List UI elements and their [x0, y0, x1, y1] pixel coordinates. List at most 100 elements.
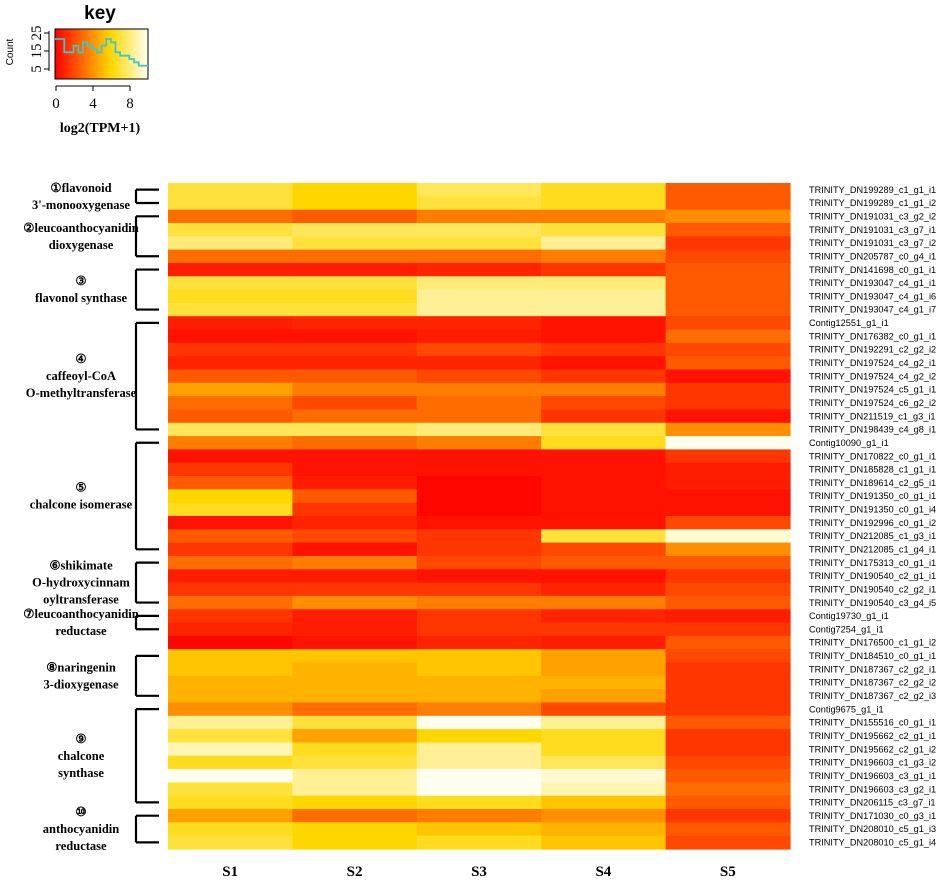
- heatmap-cell: [541, 782, 667, 797]
- heatmap-cell: [168, 436, 293, 450]
- heatmap-cell: [541, 262, 667, 277]
- row-label: TRINITY_DN206115_c3_g7_i1: [809, 798, 935, 808]
- group-label: ①flavonoid: [50, 181, 111, 195]
- heatmap-cell: [541, 209, 667, 224]
- heatmap-cell: [292, 342, 418, 357]
- heatmap-cell: [168, 662, 293, 677]
- group-bracket: [134, 441, 159, 551]
- heatmap-cell: [665, 516, 791, 530]
- heatmap-cell: [292, 742, 418, 757]
- heatmap-cell: [168, 835, 293, 850]
- heatmap-cell: [416, 795, 542, 810]
- group-label: ③: [75, 274, 86, 288]
- heatmap-cell: [541, 356, 667, 371]
- heatmap-cell: [168, 342, 293, 357]
- heatmap-cell: [168, 729, 293, 744]
- heatmap-cell: [168, 582, 293, 597]
- heatmap-cell: [665, 236, 791, 251]
- heatmap-cells: [168, 183, 791, 850]
- row-label: TRINITY_DN187367_c2_g2_i2: [809, 678, 936, 688]
- heatmap-cell: [416, 622, 542, 637]
- heatmap-cell: [541, 809, 667, 823]
- key-gradient-step: [113, 29, 116, 79]
- heatmap-cell: [665, 249, 791, 264]
- heatmap-cell: [292, 662, 418, 677]
- heatmap-cell: [541, 329, 667, 344]
- heatmap-cell: [665, 795, 791, 810]
- heatmap-cell: [292, 236, 418, 251]
- heatmap-cell: [292, 449, 418, 464]
- row-label: TRINITY_DN192996_c0_g1_i2: [809, 518, 936, 528]
- heatmap-cell: [541, 649, 667, 664]
- heatmap-cell: [416, 662, 542, 677]
- heatmap-cell: [665, 555, 791, 570]
- heatmap-cell: [665, 476, 791, 490]
- heatmap-cell: [292, 409, 418, 424]
- heatmap-cell: [541, 769, 667, 783]
- key-gradient-step: [73, 29, 77, 79]
- heatmap-cell: [168, 502, 293, 517]
- heatmap-cell: [292, 502, 418, 517]
- heatmap-cell: [665, 329, 791, 344]
- key-gradient-step: [85, 29, 89, 79]
- heatmap-cell: [541, 822, 667, 837]
- heatmap-cell: [168, 196, 293, 211]
- heatmap-cell: [541, 622, 667, 637]
- heatmap-cell: [541, 729, 667, 744]
- row-label: TRINITY_DN155516_c0_g1_i1: [809, 718, 936, 728]
- heatmap-cell: [416, 183, 542, 197]
- heatmap-cell: [416, 729, 542, 744]
- row-label: TRINITY_DN205787_c0_g4_i1: [809, 251, 936, 261]
- heatmap-cell: [292, 835, 418, 850]
- heatmap-cell: [665, 196, 791, 211]
- heatmap-cell: [292, 822, 418, 837]
- heatmap-cell: [665, 809, 791, 823]
- heatmap-cell: [416, 276, 542, 291]
- heatmap-cell: [292, 729, 418, 744]
- heatmap-cell: [541, 316, 667, 331]
- row-label: TRINITY_DN193047_c4_g1_i1: [809, 278, 936, 288]
- heatmap-cell: [541, 635, 667, 650]
- heatmap-cell: [292, 702, 418, 717]
- heatmap-cell: [416, 755, 542, 770]
- heatmap-cell: [292, 436, 418, 450]
- heatmap-cell: [665, 502, 791, 517]
- key-y-tick-label: 15: [29, 44, 45, 59]
- heatmap-cell: [541, 569, 667, 584]
- heatmap-cell: [292, 516, 418, 530]
- heatmap-cell: [292, 782, 418, 797]
- heatmap-cell: [665, 276, 791, 291]
- heatmap-cell: [416, 289, 542, 304]
- heatmap-cell: [416, 356, 542, 371]
- row-label: TRINITY_DN190540_c2_g2_i1: [809, 584, 936, 594]
- heatmap-cell: [541, 489, 667, 504]
- heatmap-cell: [665, 635, 791, 650]
- group-label: anthocyanidin: [43, 822, 119, 836]
- heatmap-cell: [541, 462, 667, 477]
- row-label: TRINITY_DN191031_c3_g2_i2: [809, 212, 936, 222]
- heatmap-cell: [416, 822, 542, 837]
- row-label: TRINITY_DN187367_c2_g2_i3: [809, 691, 936, 701]
- group-label: chalcone: [58, 749, 105, 763]
- column-label: S4: [595, 864, 611, 880]
- group-label: dioxygenase: [49, 238, 114, 252]
- heatmap-cell: [541, 835, 667, 850]
- row-label: TRINITY_DN176500_c1_g1_i2: [809, 638, 936, 648]
- row-label: TRINITY_DN195662_c2_g1_i2: [809, 744, 936, 754]
- row-label: TRINITY_DN196603_c3_g2_i1: [809, 784, 936, 794]
- heatmap-cell: [168, 595, 293, 610]
- heatmap-cell: [665, 675, 791, 690]
- row-label: TRINITY_DN176382_c0_g1_i1: [809, 331, 936, 341]
- heatmap-cell: [416, 702, 542, 717]
- heatmap-cell: [541, 382, 667, 397]
- heatmap-cell: [416, 409, 542, 424]
- heatmap-cell: [541, 396, 667, 411]
- group-label: ②leucoanthocyanidin: [23, 221, 138, 235]
- key-gradient-step: [108, 29, 112, 79]
- heatmap-cell: [416, 302, 542, 317]
- heatmap-cell: [292, 769, 418, 783]
- key-gradient-step: [80, 29, 84, 79]
- row-label: Contig12551_g1_i1: [809, 318, 889, 328]
- heatmap-cell: [665, 449, 791, 464]
- row-label: TRINITY_DN211519_c1_g3_i1: [809, 411, 935, 421]
